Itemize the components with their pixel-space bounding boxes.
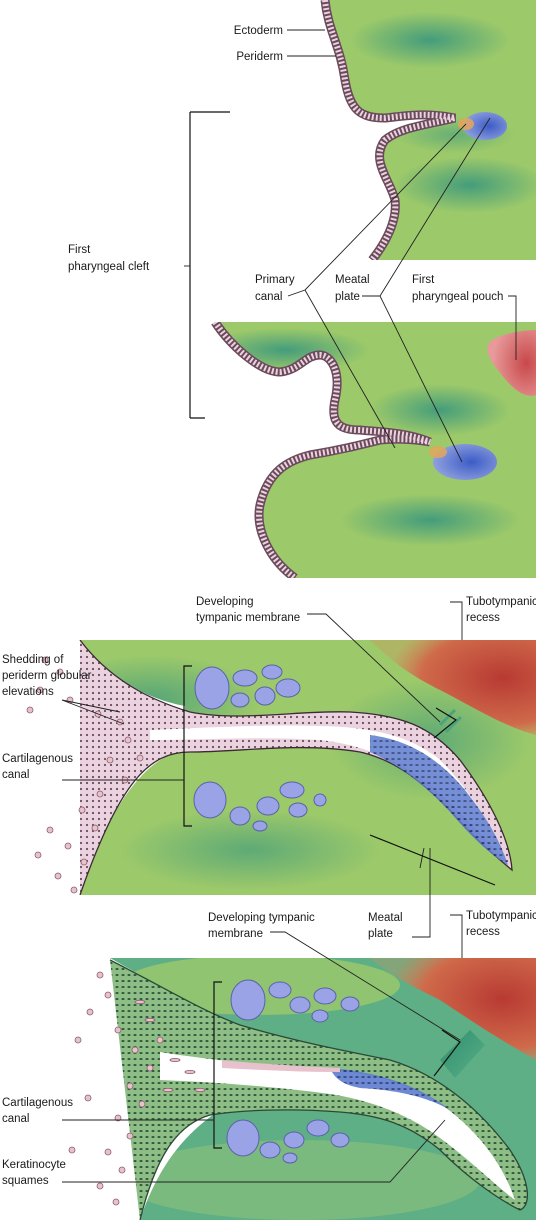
first-cleft-label-line1: First: [68, 244, 91, 256]
primary-canal-label-line1: Primary: [255, 274, 295, 286]
cartilage-islands-p3-upper: [230, 979, 360, 1023]
tubotympanic-recess-p3: [370, 958, 536, 1060]
tympanic-membrane-mark: [438, 708, 463, 734]
first-pharyngeal-pouch: [487, 330, 536, 396]
developing-tm-p3-label-line1: Developing tympanic: [208, 912, 315, 924]
tubotympanic-p3-label-line1: Tubotympanic: [466, 910, 536, 922]
tubotympanic-recess: [370, 640, 536, 735]
developing-tm-p3-label-line2: membrane: [208, 928, 263, 940]
panel3-mature-canal: Developing tympanic membrane Meatal plat…: [0, 848, 536, 1220]
meatal-plate-lower: [433, 444, 497, 480]
primary-canal-label-line2: canal: [255, 291, 283, 303]
ectoderm-label: Ectoderm: [234, 25, 283, 37]
tympanic-bracket-p3: [433, 1029, 461, 1077]
cartilagenous-label-line1: Cartilagenous: [2, 753, 73, 765]
first-cleft-label-line2: pharyngeal cleft: [68, 261, 150, 273]
shedding-label-line2: periderm globular: [2, 670, 92, 682]
meatal-plate-bracket-p2: [369, 834, 496, 886]
first-pouch-label-line2: pharyngeal pouch: [412, 291, 503, 303]
developing-tm-label-line2: tympanic membrane: [196, 612, 300, 624]
shedding-label-line1: Shedding of: [2, 654, 64, 666]
tubotympanic-label-line1: Tubotympanic: [466, 596, 536, 608]
cartilagenous-label-line2: canal: [2, 769, 30, 781]
developing-tm-label-line1: Developing: [196, 596, 254, 608]
cartilagenous-p3-label-line2: canal: [2, 1113, 30, 1125]
cartilage-islands-upper: [194, 664, 301, 710]
meatal-plate-label-line1: Meatal: [335, 274, 370, 286]
periderm-label: Periderm: [236, 51, 283, 63]
panel1-pharyngeal-cleft: Ectoderm Periderm First pharyngeal cleft…: [68, 0, 536, 578]
cartilage-islands-lower: [193, 781, 327, 832]
keratinocyte-squames: [68, 971, 206, 1206]
cartilage-bracket-p3: [213, 981, 222, 1149]
meatal-plate-p3-label-line1: Meatal: [368, 912, 403, 924]
tubotympanic-p3-label-line2: recess: [466, 926, 500, 938]
meatal-plate-label-line2: plate: [335, 291, 360, 303]
meatal-plate-p3-label-line2: plate: [368, 928, 393, 940]
tympanic-bracket-p2: [433, 707, 458, 739]
shedding-label-line3: elevations: [2, 686, 54, 698]
keratinocyte-label-line1: Keratinocyte: [2, 1159, 66, 1171]
keratinocyte-label-line2: squames: [2, 1175, 49, 1187]
tympanic-membrane-p3: [440, 1030, 485, 1078]
canal-lumen-p3: [160, 1052, 515, 1200]
panel2-cartilagenous-canal: Developing tympanic membrane Tubotympani…: [0, 596, 536, 895]
cartilagenous-p3-label-line1: Cartilagenous: [2, 1097, 73, 1109]
cartilage-islands-p3-lower: [226, 1119, 350, 1164]
tubotympanic-label-line2: recess: [466, 612, 500, 624]
first-pouch-label-line1: First: [412, 274, 435, 286]
cartilage-bracket-p2: [183, 665, 192, 827]
